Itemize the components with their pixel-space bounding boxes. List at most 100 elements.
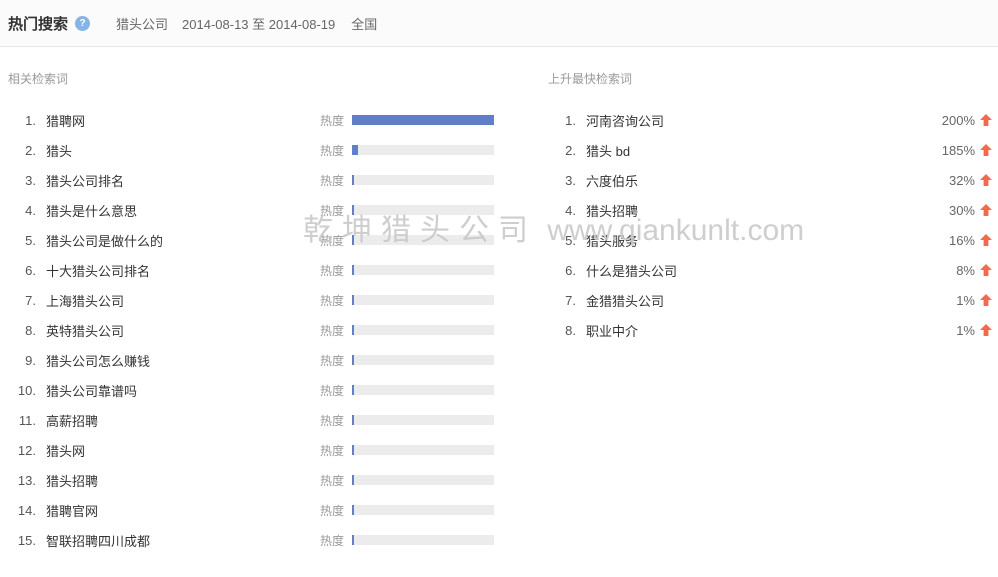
heat-bar-fill (352, 445, 354, 455)
heat-label: 热度 (319, 503, 344, 518)
heat-bar-fill (352, 475, 354, 485)
term-rank: 6. (565, 262, 576, 278)
rising-term-link[interactable]: 什么是猎头公司 (586, 263, 678, 279)
rising-term-link[interactable]: 职业中介 (586, 323, 639, 339)
heat-bar-track (352, 115, 494, 125)
heat-bar-track (352, 445, 494, 455)
rise-percent: 16% (948, 232, 975, 248)
heat-label: 热度 (319, 323, 344, 338)
term-rank: 8. (565, 322, 576, 338)
up-arrow-icon (980, 294, 992, 306)
rising-term-row: 4. 猎头招聘 30% (548, 195, 992, 225)
up-arrow-icon (980, 264, 992, 276)
up-arrow-icon (980, 324, 992, 336)
term-rank: 14. (17, 502, 36, 518)
related-term-row: 12. 猎头网 热度 (8, 435, 494, 465)
help-icon[interactable]: ? (75, 15, 91, 31)
related-term-row: 9. 猎头公司怎么赚钱 热度 (8, 345, 494, 375)
heat-label: 热度 (319, 143, 344, 158)
related-term-link[interactable]: 猎聘官网 (46, 503, 99, 519)
term-rank: 12. (17, 442, 36, 458)
term-rank: 10. (17, 382, 36, 398)
heat-bar-fill (352, 415, 354, 425)
related-term-link[interactable]: 猎头公司排名 (46, 173, 125, 189)
related-term-link[interactable]: 猎头公司怎么赚钱 (46, 353, 151, 369)
heat-bar-track (352, 205, 494, 215)
heat-bar-track (352, 235, 494, 245)
rise-percent: 1% (956, 292, 975, 308)
up-arrow-icon (980, 204, 992, 216)
rise-percent: 200% (941, 112, 975, 128)
query-keyword: 猎头公司 (116, 16, 169, 32)
rise-percent: 185% (941, 142, 975, 158)
related-term-link[interactable]: 猎头公司是做什么的 (46, 233, 164, 249)
heat-bar-track (352, 415, 494, 425)
related-terms-list: 1. 猎聘网 热度 2. 猎头 热度 3. 猎头公司排名 热度 4. (8, 105, 494, 555)
term-rank: 2. (565, 142, 576, 158)
rising-term-row: 7. 金猎猎头公司 1% (548, 285, 992, 315)
rising-term-link[interactable]: 河南咨询公司 (586, 113, 665, 129)
rising-term-link[interactable]: 六度伯乐 (586, 173, 639, 189)
term-rank: 4. (25, 202, 36, 218)
related-term-link[interactable]: 猎头公司靠谱吗 (46, 383, 138, 399)
rising-term-link[interactable]: 猎头服务 (586, 233, 639, 249)
related-term-row: 3. 猎头公司排名 热度 (8, 165, 494, 195)
header-bar: 热门搜索 ? 猎头公司 2014-08-13 至 2014-08-19 全国 (0, 0, 998, 47)
related-term-link[interactable]: 上海猎头公司 (46, 293, 125, 309)
rising-term-link[interactable]: 猎头 bd (586, 143, 631, 159)
term-rank: 7. (565, 292, 576, 308)
heat-label: 热度 (319, 173, 344, 188)
term-rank: 3. (25, 172, 36, 188)
heat-label: 热度 (319, 203, 344, 218)
heat-bar-fill (352, 505, 354, 515)
heat-bar-track (352, 175, 494, 185)
rising-term-row: 5. 猎头服务 16% (548, 225, 992, 255)
term-rank: 7. (25, 292, 36, 308)
related-term-link[interactable]: 十大猎头公司排名 (46, 263, 151, 279)
related-term-row: 15. 智联招聘四川成都 热度 (8, 525, 494, 555)
related-term-link[interactable]: 猎头招聘 (46, 473, 99, 489)
rising-term-link[interactable]: 金猎猎头公司 (586, 293, 665, 309)
related-term-row: 10. 猎头公司靠谱吗 热度 (8, 375, 494, 405)
heat-bar-track (352, 475, 494, 485)
up-arrow-icon (980, 144, 992, 156)
heat-label: 热度 (319, 473, 344, 488)
term-rank: 1. (25, 112, 36, 128)
rise-percent: 1% (956, 322, 975, 338)
rising-term-row: 6. 什么是猎头公司 8% (548, 255, 992, 285)
related-term-link[interactable]: 智联招聘四川成都 (46, 533, 151, 549)
heat-bar-fill (352, 385, 354, 395)
heat-label: 热度 (319, 293, 344, 308)
related-term-row: 4. 猎头是什么意思 热度 (8, 195, 494, 225)
related-term-link[interactable]: 猎头是什么意思 (46, 203, 138, 219)
heat-bar-track (352, 145, 494, 155)
rise-percent: 32% (948, 172, 975, 188)
related-term-link[interactable]: 猎头 (46, 143, 73, 159)
related-term-row: 6. 十大猎头公司排名 热度 (8, 255, 494, 285)
term-rank: 4. (565, 202, 576, 218)
heat-bar-fill (352, 115, 494, 125)
heat-bar-track (352, 535, 494, 545)
heat-bar-track (352, 295, 494, 305)
related-term-row: 5. 猎头公司是做什么的 热度 (8, 225, 494, 255)
heat-bar-fill (352, 265, 354, 275)
rising-term-link[interactable]: 猎头招聘 (586, 203, 639, 219)
term-rank: 13. (17, 472, 36, 488)
term-rank: 5. (565, 232, 576, 248)
heat-bar-fill (352, 175, 354, 185)
rising-term-row: 3. 六度伯乐 32% (548, 165, 992, 195)
related-term-link[interactable]: 英特猎头公司 (46, 323, 125, 339)
heat-label: 热度 (319, 443, 344, 458)
term-rank: 9. (25, 352, 36, 368)
heat-bar-fill (352, 355, 354, 365)
related-term-link[interactable]: 猎聘网 (46, 113, 86, 129)
page-title: 热门搜索 (8, 15, 69, 33)
related-term-row: 11. 高薪招聘 热度 (8, 405, 494, 435)
heat-bar-fill (352, 325, 354, 335)
up-arrow-icon (980, 114, 992, 126)
related-term-row: 2. 猎头 热度 (8, 135, 494, 165)
related-term-link[interactable]: 高薪招聘 (46, 413, 99, 429)
term-rank: 1. (565, 112, 576, 128)
related-term-link[interactable]: 猎头网 (46, 443, 86, 459)
